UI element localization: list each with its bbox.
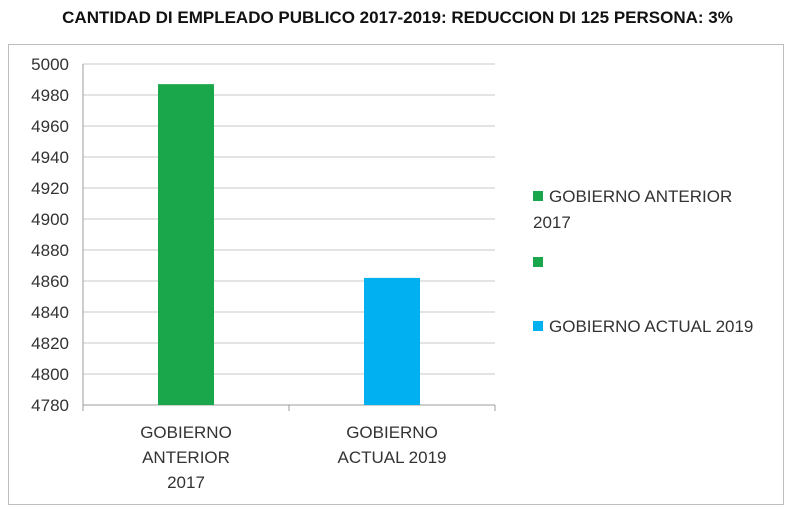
- y-tick-label: 4820: [31, 334, 69, 353]
- y-tick-label: 4880: [31, 241, 69, 260]
- legend-swatch-empty: [533, 257, 543, 267]
- legend-swatch-anterior: [533, 191, 543, 201]
- y-tick-label: 4920: [31, 179, 69, 198]
- y-tick-label: 5000: [31, 55, 69, 74]
- x-category-label: ANTERIOR: [142, 448, 230, 467]
- y-tick-label: 4780: [31, 396, 69, 415]
- x-category-label: ACTUAL 2019: [338, 448, 447, 467]
- y-tick-label: 4900: [31, 210, 69, 229]
- bar-0: [158, 84, 214, 406]
- bar-1: [364, 277, 420, 405]
- y-tick-label: 4860: [31, 272, 69, 291]
- legend-label-anterior-line2: 2017: [533, 213, 571, 232]
- legend-label-anterior-line1: GOBIERNO ANTERIOR: [549, 187, 733, 206]
- y-tick-label: 4800: [31, 365, 69, 384]
- legend-label-actual: GOBIERNO ACTUAL 2019: [549, 317, 754, 336]
- legend-item-gobierno-actual: GOBIERNO ACTUAL 2019: [533, 314, 783, 340]
- y-tick-label: 4940: [31, 148, 69, 167]
- legend-swatch-actual: [533, 321, 543, 331]
- x-category-label: GOBIERNO: [346, 423, 438, 442]
- x-category-label: GOBIERNO: [140, 423, 232, 442]
- y-tick-label: 4960: [31, 117, 69, 136]
- chart-frame: [8, 44, 784, 505]
- legend-item-empty: [533, 250, 783, 276]
- y-tick-label: 4980: [31, 86, 69, 105]
- y-tick-label: 4840: [31, 303, 69, 322]
- x-category-label: 2017: [167, 473, 205, 492]
- chart-title: CANTIDAD DI EMPLEADO PUBLICO 2017-2019: …: [62, 8, 733, 27]
- legend-item-gobierno-anterior: GOBIERNO ANTERIOR 2017: [533, 184, 783, 236]
